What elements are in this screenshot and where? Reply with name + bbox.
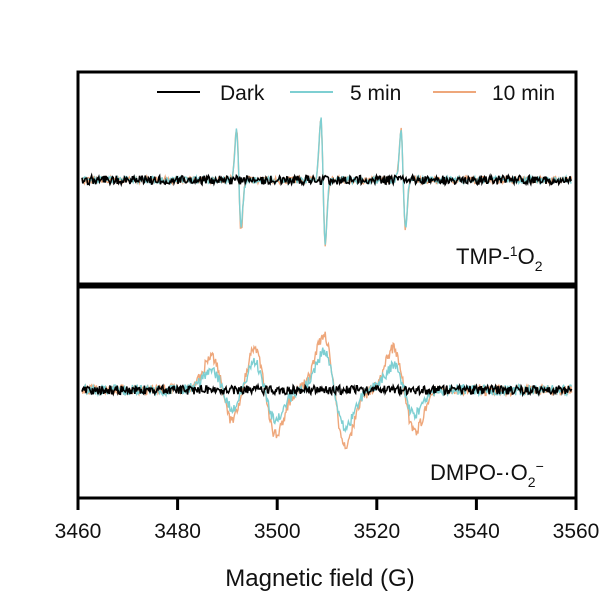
x-tick-label: 3520 [353, 520, 400, 543]
panel-label-dmpo: DMPO-·O2− [430, 458, 544, 490]
x-axis-title: Magnetic field (G) [225, 565, 414, 592]
legend-label-5min: 5 min [350, 82, 401, 105]
top-panel-frame [76, 70, 578, 286]
bottom-panel-traces [81, 331, 573, 450]
x-tick-label: 3460 [55, 520, 102, 543]
series-line-dark [81, 172, 573, 188]
x-tick-label: 3560 [553, 520, 600, 543]
x-axis: 3460 3480 3500 3520 3540 3560 [55, 498, 600, 543]
legend: Dark 5 min 10 min [157, 82, 555, 105]
panel-label-tmp: TMP-1O2 [456, 243, 543, 274]
x-tick-label: 3540 [453, 520, 500, 543]
top-panel-traces [81, 117, 573, 247]
legend-label-dark: Dark [220, 82, 265, 105]
x-tick-label: 3500 [254, 520, 301, 543]
legend-label-10min: 10 min [492, 82, 555, 105]
series-line-dark [81, 382, 573, 398]
x-tick-label: 3480 [154, 520, 201, 543]
bottom-panel-frame [76, 285, 578, 500]
